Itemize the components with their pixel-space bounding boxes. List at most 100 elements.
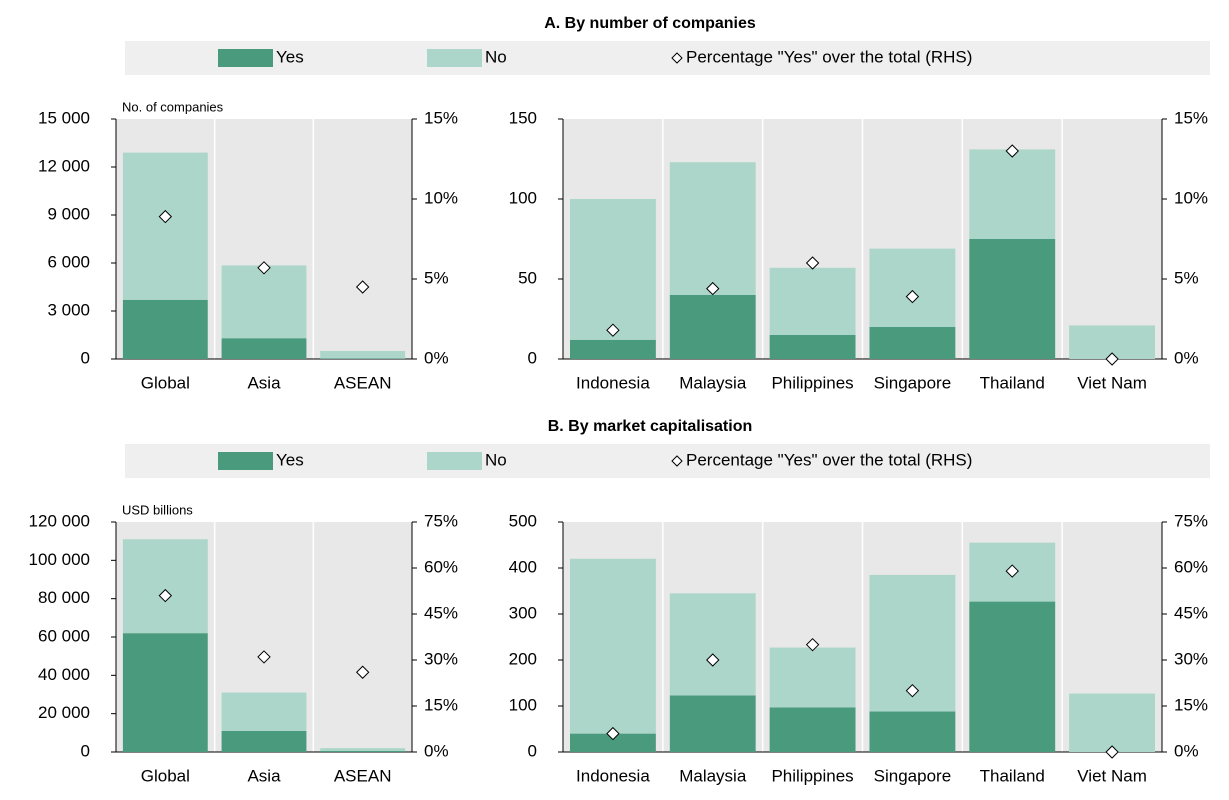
y-tick-label: 0 — [81, 348, 90, 367]
y2-tick-label: 15% — [1174, 108, 1208, 127]
y2-tick-label: 45% — [1174, 603, 1208, 622]
y-tick-label: 150 — [509, 108, 537, 127]
bar-segment — [221, 265, 307, 339]
y-tick-label: 0 — [528, 348, 537, 367]
y-tick-label: 0 — [528, 741, 537, 760]
y2-tick-label: 0% — [1174, 741, 1199, 760]
bar-segment — [221, 730, 307, 752]
y-tick-label: 15 000 — [38, 108, 90, 127]
x-tick-label: Singapore — [874, 766, 952, 785]
bar-segment — [669, 695, 756, 752]
x-tick-label: Indonesia — [576, 766, 650, 785]
y-tick-label: 3 000 — [47, 300, 90, 319]
x-tick-label: Global — [141, 373, 190, 392]
bar-segment — [1069, 693, 1156, 752]
y-tick-label: 100 — [509, 695, 537, 714]
bar-segment — [869, 327, 956, 359]
bar-segment — [969, 601, 1056, 752]
legend-marker — [671, 455, 683, 467]
legend-label: Yes — [276, 47, 304, 66]
x-tick-label: Malaysia — [679, 373, 747, 392]
pct-marker — [1105, 745, 1119, 759]
y2-tick-label: 15% — [1174, 695, 1208, 714]
legend-label: Percentage "Yes" over the total (RHS) — [686, 450, 972, 469]
x-tick-label: Thailand — [980, 373, 1045, 392]
x-tick-label: Global — [141, 766, 190, 785]
y-axis-label: No. of companies — [122, 99, 224, 114]
pct-marker — [606, 726, 620, 741]
pct-marker — [606, 323, 620, 337]
legend-label: No — [485, 450, 507, 469]
bar-segment — [122, 539, 208, 634]
pct-marker — [905, 683, 920, 698]
y-tick-label: 20 000 — [38, 703, 90, 722]
x-tick-label: ASEAN — [334, 373, 392, 392]
section-title: A. By number of companies — [544, 15, 756, 32]
legend-label: Percentage "Yes" over the total (RHS) — [686, 47, 972, 66]
y2-tick-label: 15% — [424, 108, 458, 127]
y2-tick-label: 60% — [1174, 557, 1208, 576]
y-tick-label: 0 — [81, 741, 90, 760]
y2-tick-label: 60% — [424, 557, 458, 576]
y2-tick-label: 15% — [424, 695, 458, 714]
y2-tick-label: 30% — [424, 649, 458, 668]
x-tick-label: Singapore — [874, 373, 952, 392]
bar-segment — [569, 339, 656, 359]
y-tick-label: 40 000 — [38, 665, 90, 684]
pct-marker — [905, 289, 920, 304]
bar-segment — [221, 338, 307, 359]
legend-swatch — [218, 452, 273, 470]
bar-segment — [869, 248, 956, 327]
bar-segment — [122, 633, 208, 752]
x-tick-label: Philippines — [771, 766, 853, 785]
y-tick-label: 12 000 — [38, 156, 90, 175]
x-tick-label: Indonesia — [576, 373, 650, 392]
bar-segment — [569, 558, 656, 734]
y-tick-label: 80 000 — [38, 588, 90, 607]
bar-segment — [769, 335, 856, 359]
bar-segment — [769, 707, 856, 752]
x-tick-label: Malaysia — [679, 766, 747, 785]
y-tick-label: 6 000 — [47, 252, 90, 271]
bar-segment — [320, 750, 406, 752]
pct-marker — [1105, 352, 1119, 366]
bar-segment — [122, 152, 208, 300]
legend-band — [125, 444, 1210, 478]
x-tick-label: Viet Nam — [1077, 373, 1147, 392]
y-tick-label: 9 000 — [47, 204, 90, 223]
bar-segment — [221, 692, 307, 731]
legend-swatch — [427, 452, 482, 470]
x-tick-label: Viet Nam — [1077, 766, 1147, 785]
legend-swatch — [218, 49, 273, 67]
bar-segment — [769, 647, 856, 708]
bar-segment — [669, 295, 756, 359]
bar-segment — [669, 162, 756, 295]
x-tick-label: Thailand — [980, 766, 1045, 785]
y-tick-label: 400 — [509, 557, 537, 576]
legend-marker — [671, 52, 683, 64]
x-tick-label: ASEAN — [334, 766, 392, 785]
y2-tick-label: 45% — [424, 603, 458, 622]
y2-tick-label: 30% — [1174, 649, 1208, 668]
x-tick-label: Asia — [247, 373, 281, 392]
pct-marker — [1005, 144, 1019, 158]
bar-segment — [769, 267, 856, 335]
pct-marker — [706, 653, 720, 667]
legend-swatch — [427, 49, 482, 67]
pct-marker — [158, 209, 173, 224]
y-tick-label: 120 000 — [29, 511, 90, 530]
y2-tick-label: 5% — [424, 268, 449, 287]
bar-segment — [122, 299, 208, 359]
legend-band — [125, 41, 1210, 75]
bar-segment — [969, 239, 1056, 359]
y-axis-label: USD billions — [122, 502, 193, 517]
bar-segment — [569, 199, 656, 340]
y2-tick-label: 75% — [1174, 511, 1208, 530]
legend-label: No — [485, 47, 507, 66]
y-tick-label: 50 — [518, 268, 537, 287]
bar-segment — [320, 351, 406, 359]
y-tick-label: 500 — [509, 511, 537, 530]
y2-tick-label: 0% — [424, 741, 449, 760]
pct-marker — [805, 256, 820, 270]
